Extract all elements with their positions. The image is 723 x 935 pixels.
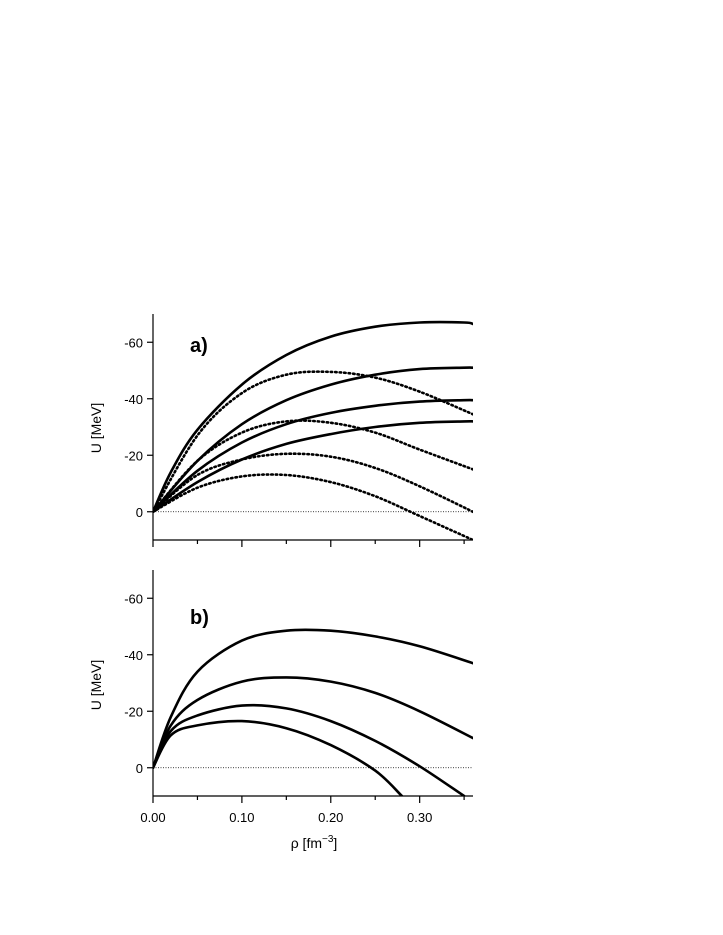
x-axis-title-end: ] [333,835,337,851]
panel-b-x-tick-label: 0.30 [407,810,432,825]
panel-b-series-4-solid-line [153,719,404,796]
panel-a-series-3-solid-line [153,398,473,514]
panel-b-series-2-solid-line [153,676,473,770]
x-axis-title-superscript: −3 [322,834,334,845]
panel-a-plot: a) U [MeV] -60 -40 -20 0 [88,314,473,547]
panel-a-series-7-dotted-line [153,452,473,514]
panel-b-x-tick-label: 0.20 [318,810,343,825]
panel-b-y-tick-label: -20 [124,704,143,719]
panel-a-series-1-solid-line [153,320,473,514]
panel-b-y-tick-label: -60 [124,591,143,606]
panel-a-series-4-solid-line [153,419,473,514]
panel-a-series-5-dotted-line [153,370,473,514]
panel-b-y-tick-label: -40 [124,648,143,663]
panel-a-series-6-dotted-line [153,419,473,514]
panel-a-y-tick-label: -20 [124,448,143,463]
panel-b-plot: b) U [MeV] ρ [fm−3] -60 -40 -20 0 0.00 0.10 0.… [88,570,473,851]
x-axis-title-main: ρ [fm [291,835,322,851]
panel-b-series-3-solid-line [153,703,466,796]
panel-b-y-tick-label: 0 [136,761,143,776]
panel-b-y-axis-title: U [MeV] [88,660,104,711]
panel-b-series-1-solid-line [153,628,473,770]
panel-a-y-axis-title: U [MeV] [88,403,104,454]
panel-a-y-tick-label: 0 [136,505,143,520]
panel-a-series-2-solid-line [153,366,473,514]
panel-b-x-tick-label: 0.10 [229,810,254,825]
panel-a-y-tick-label: -40 [124,392,143,407]
panel-a-y-tick-label: -60 [124,335,143,350]
panel-b-x-axis-title: ρ [fm−3] [291,834,338,851]
panel-b-x-tick-label: 0.00 [140,810,165,825]
panel-a-label: a) [190,335,208,357]
panel-b-label: b) [190,607,209,629]
panel-a-series-8-dotted-line [153,473,473,540]
